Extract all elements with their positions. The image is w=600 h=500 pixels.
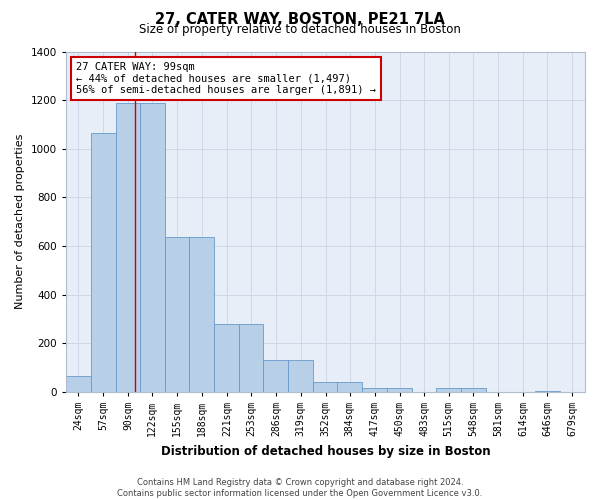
X-axis label: Distribution of detached houses by size in Boston: Distribution of detached houses by size … (161, 444, 490, 458)
Y-axis label: Number of detached properties: Number of detached properties (15, 134, 25, 310)
Bar (164, 238, 190, 392)
Bar (214, 324, 239, 392)
Bar (263, 360, 288, 392)
Bar (436, 388, 461, 392)
Bar (337, 382, 362, 392)
Text: Contains HM Land Registry data © Crown copyright and database right 2024.
Contai: Contains HM Land Registry data © Crown c… (118, 478, 482, 498)
Bar (116, 102, 140, 392)
Text: 27 CATER WAY: 99sqm
← 44% of detached houses are smaller (1,497)
56% of semi-det: 27 CATER WAY: 99sqm ← 44% of detached ho… (76, 62, 376, 95)
Text: Size of property relative to detached houses in Boston: Size of property relative to detached ho… (139, 22, 461, 36)
Text: 27, CATER WAY, BOSTON, PE21 7LA: 27, CATER WAY, BOSTON, PE21 7LA (155, 12, 445, 28)
Bar (239, 324, 263, 392)
Bar (91, 133, 116, 392)
Bar (190, 238, 214, 392)
Bar (140, 102, 164, 392)
Bar (66, 376, 91, 392)
Bar (362, 388, 387, 392)
Bar (288, 360, 313, 392)
Bar (535, 390, 560, 392)
Bar (387, 388, 412, 392)
Bar (461, 388, 486, 392)
Bar (313, 382, 338, 392)
